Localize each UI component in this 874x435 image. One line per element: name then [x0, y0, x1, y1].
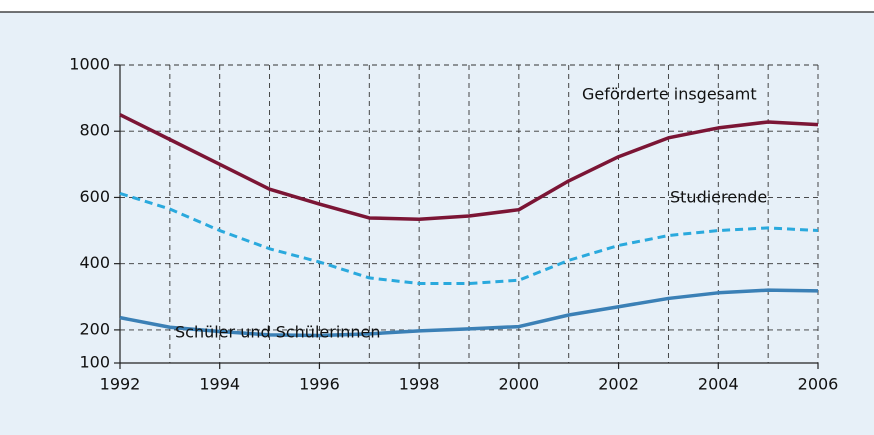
y-tick-label: 800	[79, 121, 110, 140]
y-tick-label: 100	[79, 353, 110, 372]
x-tick-label: 2004	[698, 375, 739, 394]
series-line	[119, 192, 819, 286]
series-label: Geförderte insgesamt	[582, 85, 757, 104]
x-tick-label: 1996	[299, 375, 340, 394]
y-tick-label: 600	[79, 187, 110, 206]
y-tick-label: 1000	[69, 55, 110, 74]
x-tick-label: 2002	[598, 375, 639, 394]
x-tick-label: 1992	[100, 375, 141, 394]
panel	[0, 12, 874, 435]
x-tick-label: 1994	[199, 375, 240, 394]
series-label: Studierende	[670, 188, 767, 207]
series-label: Schüler und Schülerinnen	[175, 323, 381, 342]
x-tick-label: 2006	[798, 375, 839, 394]
y-tick-label: 400	[79, 253, 110, 272]
x-tick-label: 2000	[498, 375, 539, 394]
series-line	[119, 113, 819, 222]
x-tick-label: 1998	[399, 375, 440, 394]
y-tick-label: 200	[79, 319, 110, 338]
series-line	[119, 288, 819, 338]
